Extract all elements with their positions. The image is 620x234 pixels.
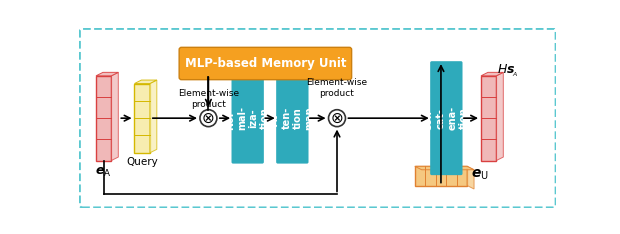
Text: $H\boldsymbol{s}_{\!_A}$: $H\boldsymbol{s}_{\!_A}$ bbox=[497, 62, 519, 79]
Text: ⊗: ⊗ bbox=[330, 111, 343, 126]
Text: Query: Query bbox=[126, 157, 158, 167]
Bar bbox=[415, 166, 467, 186]
Polygon shape bbox=[415, 166, 474, 170]
Polygon shape bbox=[135, 80, 157, 84]
Circle shape bbox=[329, 110, 345, 127]
FancyBboxPatch shape bbox=[231, 73, 264, 164]
Polygon shape bbox=[467, 166, 474, 189]
Polygon shape bbox=[112, 72, 118, 161]
Circle shape bbox=[200, 110, 217, 127]
FancyBboxPatch shape bbox=[276, 73, 309, 164]
Text: $\boldsymbol{e}_{\rm U}$: $\boldsymbol{e}_{\rm U}$ bbox=[471, 167, 489, 182]
Text: ⊗: ⊗ bbox=[202, 111, 215, 126]
Text: Element-wise
product: Element-wise product bbox=[178, 89, 239, 109]
Bar bbox=[135, 84, 150, 153]
Bar bbox=[481, 76, 497, 161]
Polygon shape bbox=[96, 72, 118, 76]
FancyBboxPatch shape bbox=[430, 61, 463, 175]
Polygon shape bbox=[150, 80, 157, 153]
Text: Element-wise
product: Element-wise product bbox=[306, 78, 368, 98]
Text: $\boldsymbol{e}_{\rm A}$: $\boldsymbol{e}_{\rm A}$ bbox=[95, 165, 112, 179]
Text: Nor-
mal-
iza-
tion: Nor- mal- iza- tion bbox=[225, 106, 270, 130]
Text: Con-
cat-
ena-
tion: Con- cat- ena- tion bbox=[424, 106, 469, 131]
FancyBboxPatch shape bbox=[179, 47, 352, 80]
Polygon shape bbox=[481, 72, 503, 76]
Text: At-
ten-
tion
map: At- ten- tion map bbox=[270, 106, 315, 130]
Text: MLP-based Memory Unit: MLP-based Memory Unit bbox=[185, 57, 346, 70]
Bar bbox=[96, 76, 112, 161]
Polygon shape bbox=[497, 72, 503, 161]
